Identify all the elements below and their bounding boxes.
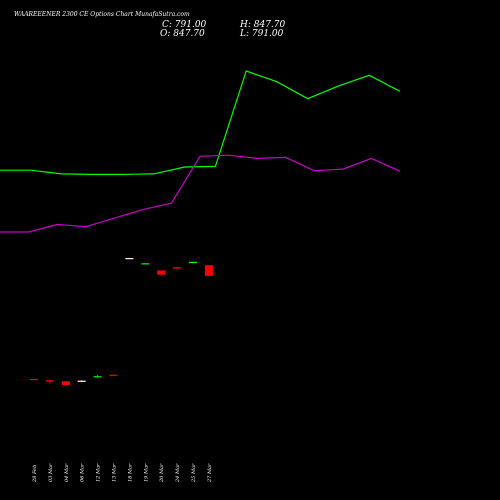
candle-body: [125, 258, 134, 260]
candle-body: [157, 270, 166, 275]
green-overlay-line: [0, 70, 401, 175]
candle-body: [109, 374, 118, 376]
candle-body: [173, 267, 182, 269]
x-tick-label: 28 Feb: [32, 465, 38, 483]
candle-body: [93, 376, 102, 378]
low-value: L: 791.00: [240, 29, 284, 39]
x-tick-label: 19 Mar: [143, 463, 149, 482]
candle-body: [77, 380, 86, 382]
candle-body: [189, 261, 197, 264]
x-tick-label: 27 Mar: [207, 463, 213, 483]
x-tick-label: 24 Mar: [175, 463, 181, 483]
high-value: H: 847.70: [240, 20, 286, 30]
purple-overlay-line: [0, 154, 401, 233]
x-tick-label: 25 Mar: [191, 463, 197, 483]
x-tick-label: 12 Mar: [96, 463, 102, 482]
open-value: O: 847.70: [160, 29, 205, 39]
candle-body: [45, 380, 54, 382]
x-tick-label: 18 Mar: [127, 463, 133, 482]
candle-body: [61, 381, 70, 385]
candle-body: [141, 263, 150, 265]
candle-body: [204, 265, 213, 276]
x-tick-label: 06 Mar: [80, 463, 86, 482]
x-tick-label: 03 Mar: [48, 463, 54, 482]
close-value: C: 791.00: [162, 20, 207, 30]
x-tick-label: 04 Mar: [64, 463, 70, 482]
x-tick-label: 13 Mar: [112, 463, 118, 482]
chart-title: WAAREEENER 2300 CE Options Chart MunafaS…: [14, 11, 190, 18]
x-tick-label: 20 Mar: [159, 463, 165, 483]
candle-body: [30, 378, 38, 381]
